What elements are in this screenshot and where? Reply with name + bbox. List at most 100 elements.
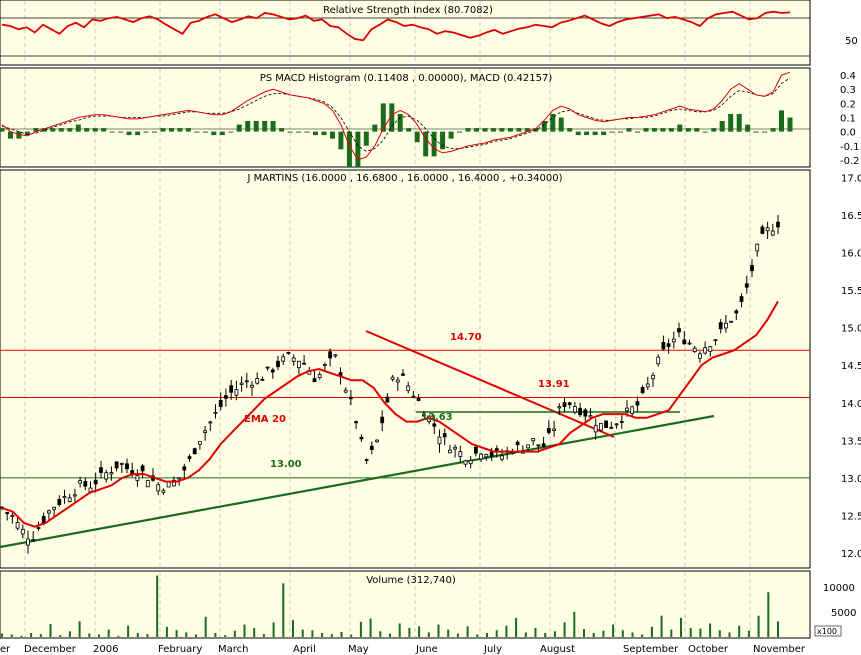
macd-hist-bar — [685, 128, 691, 132]
volume-bar — [767, 592, 770, 637]
volume-bar — [709, 623, 712, 637]
volume-bar — [156, 575, 159, 637]
price-bar-body — [114, 461, 119, 469]
price-bar-body — [578, 407, 582, 416]
volume-bar — [728, 632, 731, 637]
volume-bar — [777, 621, 779, 638]
macd-hist-bar — [601, 131, 607, 136]
price-bar-body — [453, 446, 458, 450]
price-bar-body — [177, 477, 182, 480]
volume-bar — [78, 621, 81, 638]
volume-bar — [301, 629, 304, 637]
price-bar-body — [718, 322, 723, 330]
macd-hist-bar — [618, 131, 623, 133]
price-bar-body — [15, 522, 20, 529]
volume-bar — [447, 629, 450, 637]
price-bar-body — [203, 430, 208, 433]
macd-hist-bar — [152, 131, 157, 133]
price-bar-body — [26, 538, 30, 546]
macd-hist-bar — [575, 131, 581, 136]
macd-hist-bar — [550, 114, 556, 132]
price-bar-body — [145, 480, 150, 488]
macd-tick: -0.1 — [840, 142, 860, 153]
price-tick: 12.5 — [841, 511, 861, 522]
price-bar-body — [192, 448, 197, 455]
macd-hist-bar — [84, 128, 90, 132]
price-bar-body — [395, 379, 400, 383]
price-bar-body — [755, 243, 760, 252]
macd-hist-bar — [313, 131, 318, 136]
macd-hist-bar — [482, 128, 488, 132]
price-bar-body — [682, 339, 687, 345]
price-bar-body — [260, 378, 265, 381]
volume-bar — [592, 633, 595, 637]
price-bar-body — [729, 320, 733, 323]
macd-hist-bar — [490, 128, 496, 132]
price-bar-body — [276, 360, 280, 368]
price-bar-body — [656, 356, 661, 365]
volume-bar — [68, 631, 71, 637]
price-bar-body — [291, 357, 296, 362]
price-tick: 14.0 — [841, 399, 861, 410]
volume-bar — [233, 630, 236, 637]
volume-bar — [476, 634, 479, 637]
volume-bar — [146, 634, 149, 637]
macd-hist-bar — [499, 128, 505, 132]
macd-hist-bar — [584, 131, 590, 136]
volume-bar — [369, 618, 372, 637]
macd-hist-bar — [440, 131, 446, 150]
volume-bar — [195, 634, 197, 637]
price-tick: 16.0 — [841, 249, 861, 260]
price-bar-body — [47, 510, 51, 514]
volume-bar — [10, 634, 13, 637]
price-bar-body — [473, 446, 478, 454]
price-bar-body — [416, 397, 421, 401]
price-bar-body — [588, 415, 593, 418]
price-bar-body — [52, 506, 56, 510]
volume-bar — [534, 628, 537, 637]
price-bar-body — [479, 453, 484, 460]
macd-hist-bar — [262, 121, 268, 132]
volume-bar — [340, 631, 343, 637]
price-bar-body — [296, 360, 301, 369]
price-bar-body — [348, 396, 353, 400]
volume-bar — [418, 626, 421, 637]
macd-hist-bar — [346, 131, 352, 167]
volume-scale-label: x100 — [817, 627, 837, 636]
price-bar-body — [302, 362, 307, 365]
macd-histogram — [0, 103, 793, 167]
macd-hist-bar — [448, 131, 454, 139]
macd-hist-bar — [770, 128, 776, 132]
macd-hist-bar — [635, 131, 640, 133]
volume-bar — [573, 611, 576, 637]
price-tick: 17.0 — [841, 174, 861, 185]
macd-hist-bar — [541, 121, 547, 132]
macd-title: PS MACD Histogram (0.11408 , 0.00000), M… — [260, 73, 553, 84]
volume-bar — [330, 634, 333, 637]
price-bar-body — [354, 421, 359, 424]
volume-bar — [107, 629, 110, 637]
level-label-13-91: 13.91 — [538, 379, 570, 390]
price-bar-body — [213, 411, 218, 414]
macd-hist-bar — [8, 131, 13, 139]
volume-bar — [262, 634, 265, 637]
price-bar-body — [83, 481, 88, 487]
volume-bar — [117, 635, 120, 637]
price-bar-body — [692, 347, 697, 353]
volume-bar — [389, 633, 391, 637]
price-bar-body — [760, 226, 765, 234]
macd-hist-bar — [457, 131, 462, 133]
volume-bar — [738, 625, 741, 637]
price-bar-body — [286, 351, 291, 354]
macd-hist-bar — [626, 128, 632, 132]
macd-tick: 0.0 — [840, 128, 856, 139]
macd-hist-bar — [101, 128, 107, 132]
price-bar-body — [651, 374, 655, 380]
price-bar-body — [406, 385, 411, 391]
level-label-13-63: 13.63 — [421, 412, 453, 423]
rsi-title: Relative Strength Index (80.7082) — [323, 5, 493, 16]
volume-bar — [127, 625, 130, 637]
volume-bar — [680, 617, 682, 637]
ema-label: EMA 20 — [244, 414, 286, 425]
price-bar-body — [630, 406, 635, 414]
